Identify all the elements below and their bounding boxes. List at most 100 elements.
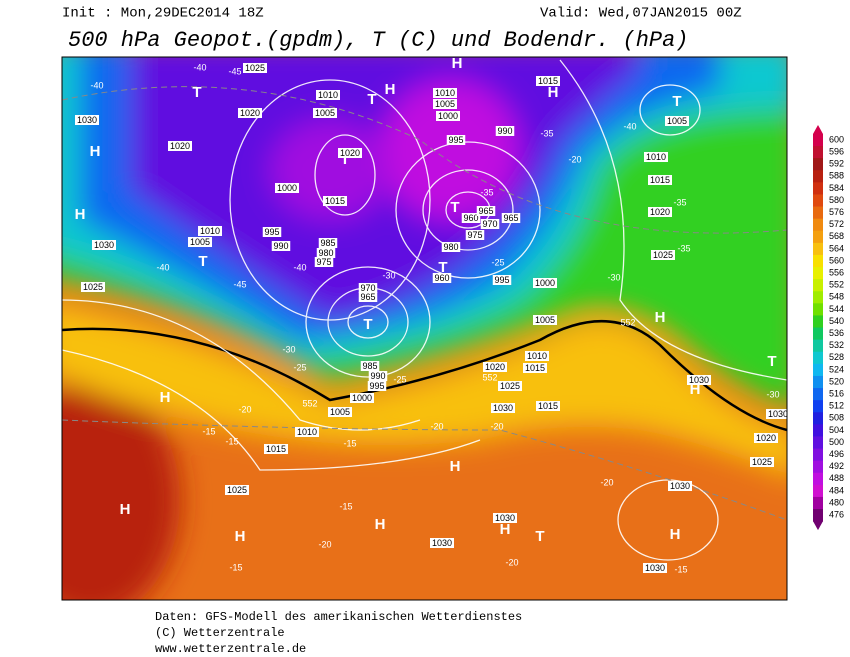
temperature-label: -20 bbox=[600, 477, 613, 487]
isobar-label-box bbox=[476, 206, 496, 216]
pressure-center: H bbox=[385, 81, 396, 98]
pressure-center: T bbox=[367, 91, 376, 108]
isobar-label: 1020 bbox=[240, 108, 260, 118]
temperature-label: -30 bbox=[607, 272, 620, 282]
legend-swatch bbox=[813, 254, 823, 268]
legend-label: 476 bbox=[829, 509, 844, 519]
legend-label: 528 bbox=[829, 352, 844, 362]
isobar-label: 1015 bbox=[525, 363, 545, 373]
legend-swatch bbox=[813, 496, 823, 510]
legend-label: 600 bbox=[829, 134, 844, 144]
isobar-label: 1015 bbox=[538, 401, 558, 411]
isobar-label: 1020 bbox=[485, 362, 505, 372]
isobar-label-box bbox=[533, 315, 557, 325]
isobar-label-box bbox=[498, 381, 522, 391]
isobar-label: 1030 bbox=[768, 409, 788, 419]
pressure-center: H bbox=[160, 389, 171, 406]
pressure-center: H bbox=[90, 143, 101, 160]
isobar-label: 1000 bbox=[352, 393, 372, 403]
isobar-label-box bbox=[367, 381, 387, 391]
temperature-label: -30 bbox=[382, 270, 395, 280]
isobar-label: 965 bbox=[360, 292, 375, 302]
isobar-label-box bbox=[238, 108, 262, 118]
isobar-label: 995 bbox=[448, 135, 463, 145]
isobar-label: 990 bbox=[497, 126, 512, 136]
legend-swatch bbox=[813, 182, 823, 195]
isobar-label-box bbox=[275, 183, 299, 193]
isobar-label-box bbox=[75, 115, 99, 125]
isobar-label-box bbox=[648, 175, 672, 185]
temperature-label: -40 bbox=[293, 262, 306, 272]
isobar-label-box bbox=[644, 152, 668, 162]
isobar-label: 1000 bbox=[535, 278, 555, 288]
isobar-label-box bbox=[501, 213, 521, 223]
isobar-label: 990 bbox=[273, 241, 288, 251]
pressure-center: H bbox=[670, 526, 681, 543]
legend-swatch bbox=[813, 339, 823, 353]
legend-swatch bbox=[813, 133, 823, 147]
isobar-label-box bbox=[668, 481, 692, 491]
temperature-label: -25 bbox=[491, 257, 504, 267]
legend-label: 512 bbox=[829, 401, 844, 411]
isobar-label: 1030 bbox=[645, 563, 665, 573]
isobar-label: 1005 bbox=[667, 116, 687, 126]
temperature-label: -20 bbox=[568, 154, 581, 164]
temperature-label: -40 bbox=[193, 62, 206, 72]
temperature-label: -20 bbox=[490, 421, 503, 431]
isobar-label-box bbox=[433, 99, 457, 109]
legend-label: 560 bbox=[829, 255, 844, 265]
isobar-label-box bbox=[651, 250, 675, 260]
isobar-label-box bbox=[168, 141, 192, 151]
isobar-label: 1030 bbox=[670, 481, 690, 491]
isobar-label-box bbox=[493, 513, 517, 523]
temperature-label: -20 bbox=[318, 539, 331, 549]
temperature-label: -45 bbox=[228, 66, 241, 76]
temperature-label: 552 bbox=[482, 372, 497, 382]
pressure-center: H bbox=[450, 458, 461, 475]
isobar-label-box bbox=[262, 227, 282, 237]
temperature-label: -40 bbox=[623, 121, 636, 131]
isobar-label: 1020 bbox=[756, 433, 776, 443]
legend-label: 480 bbox=[829, 497, 844, 507]
legend-label: 524 bbox=[829, 364, 844, 374]
legend-label: 588 bbox=[829, 171, 844, 181]
isobar-label: 1020 bbox=[340, 148, 360, 158]
isobar-label-box bbox=[436, 111, 460, 121]
temperature-label: -15 bbox=[202, 426, 215, 436]
legend-label: 556 bbox=[829, 267, 844, 277]
isobar-label: 960 bbox=[463, 213, 478, 223]
legend-label: 536 bbox=[829, 328, 844, 338]
isobar-label-box bbox=[81, 282, 105, 292]
isobar-label: 1010 bbox=[435, 88, 455, 98]
isobar-label: 1025 bbox=[653, 250, 673, 260]
legend-swatch bbox=[813, 363, 823, 377]
legend-swatch bbox=[813, 315, 823, 329]
legend-swatch bbox=[813, 291, 823, 304]
isobar-label-box bbox=[441, 242, 461, 252]
isobar-label: 1010 bbox=[318, 90, 338, 100]
isobar-label-box bbox=[316, 90, 340, 100]
isobar-label-box bbox=[430, 538, 454, 548]
pressure-center: H bbox=[452, 55, 463, 72]
footer-line: (C) Wetterzentrale bbox=[155, 626, 285, 640]
isobar-label: 1005 bbox=[330, 407, 350, 417]
isobar-label-box bbox=[750, 457, 774, 467]
temperature-label: -30 bbox=[766, 389, 779, 399]
isobar-label-box bbox=[495, 126, 515, 136]
isobar-label-box bbox=[533, 278, 557, 288]
isobar-label-box bbox=[323, 196, 347, 206]
pressure-center: T bbox=[450, 199, 459, 216]
isobar-label-box bbox=[461, 213, 481, 223]
legend-label: 592 bbox=[829, 159, 844, 169]
isobar-label-box bbox=[360, 361, 380, 371]
isobar-label: 995 bbox=[369, 381, 384, 391]
isobar-label: 1005 bbox=[315, 108, 335, 118]
isobar-label: 1010 bbox=[297, 427, 317, 437]
isobar-label-box bbox=[264, 444, 288, 454]
isobar-label-box bbox=[358, 283, 378, 293]
legend-label: 532 bbox=[829, 340, 844, 350]
temperature-label: 552 bbox=[620, 317, 635, 327]
legend-swatch bbox=[813, 351, 823, 365]
